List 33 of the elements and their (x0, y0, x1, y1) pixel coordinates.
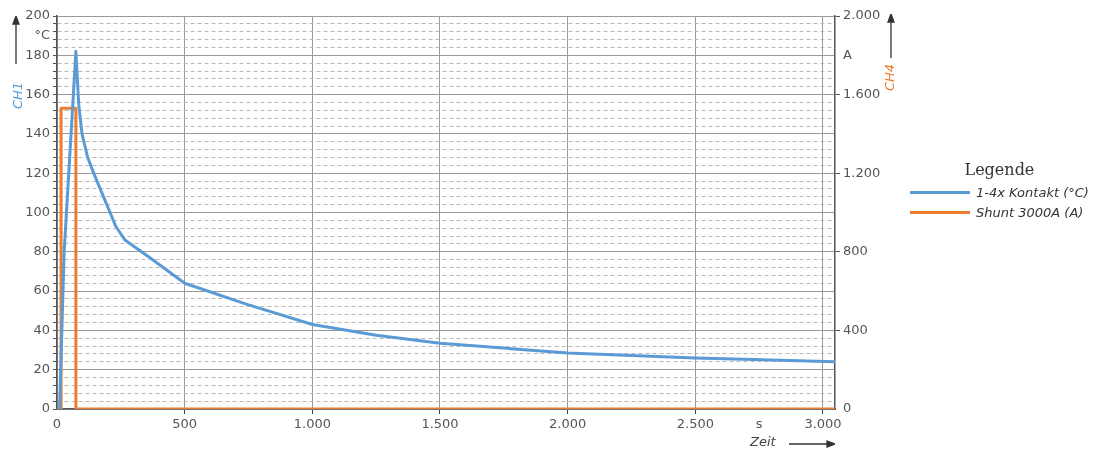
y2-tick-label: A (843, 46, 852, 62)
x-tick-label: 1.500 (421, 416, 459, 432)
y-tick-label: 80 (33, 243, 50, 259)
x-tick-label: 3.000 (804, 416, 842, 432)
x-axis-title: Zeit (750, 434, 776, 449)
y-tick-label: 0 (41, 400, 50, 416)
legend-label: 1-4x Kontakt (°C) (976, 185, 1089, 200)
y-axis-title: CH1 (10, 81, 26, 110)
y2-axis-title: CH4 (882, 63, 898, 92)
x-tick-label: 1.000 (293, 416, 331, 432)
x-tick-label: 500 (172, 416, 198, 432)
y-tick-label: 100 (25, 203, 50, 219)
y2-tick-label: 1.200 (843, 164, 881, 180)
y-tick-label: 200 (25, 7, 50, 23)
y-tick-label: 20 (33, 361, 50, 377)
legend-label: Shunt 3000A (A) (976, 205, 1084, 220)
y2-tick-label: 1.600 (843, 85, 881, 101)
y-tick-label: 140 (25, 125, 50, 141)
y-tick-label: °C (34, 27, 50, 43)
y-tick-label: 160 (25, 85, 50, 101)
y-tick-label: 120 (25, 164, 50, 180)
y2-tick-label: 2.000 (843, 7, 881, 23)
y-tick-label: 40 (33, 321, 50, 337)
y-tick-label: 180 (25, 46, 50, 62)
y2-tick-label: 400 (843, 321, 868, 337)
y2-tick-label: 0 (843, 400, 852, 416)
y2-tick-label: 800 (843, 243, 868, 259)
x-tick-label: 0 (52, 416, 62, 432)
x-tick-label: 2.000 (549, 416, 587, 432)
x-tick-label: s (755, 416, 763, 432)
y-tick-label: 60 (33, 282, 50, 298)
x-tick-label: 2.500 (676, 416, 714, 432)
legend-title: Legende (963, 160, 1036, 179)
